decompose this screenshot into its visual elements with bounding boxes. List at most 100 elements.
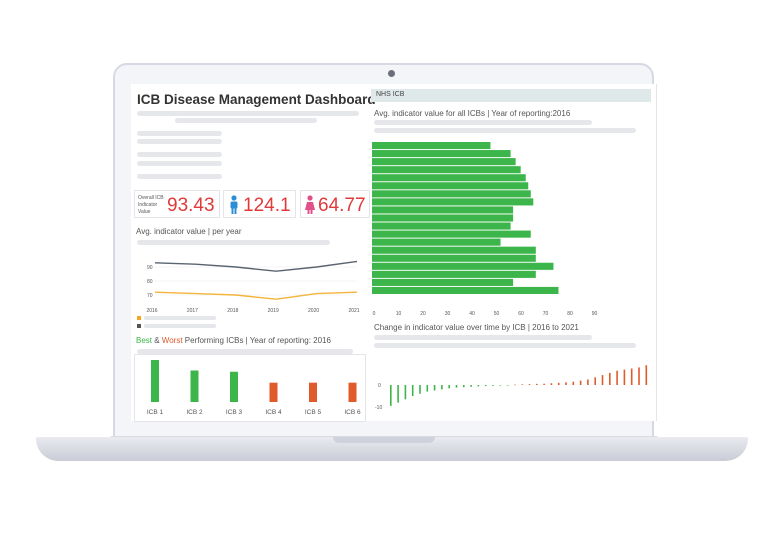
- change-bar: [499, 385, 502, 386]
- icb-hbar: [372, 198, 534, 206]
- x-tick-label: 2016: [146, 308, 157, 314]
- icb-bar: [230, 371, 238, 402]
- change-bar: [419, 385, 421, 394]
- icb-hbar: [372, 286, 559, 294]
- change-bar: [543, 383, 545, 385]
- legend-swatch-gray: [137, 324, 141, 328]
- x-tick-label: 40: [469, 311, 475, 317]
- change-bar: [448, 385, 450, 389]
- change-bar: [397, 385, 399, 403]
- placeholder-line: [137, 240, 330, 245]
- change-bar: [623, 369, 626, 385]
- icb-hbar: [372, 246, 536, 254]
- line-chart: 90 80 70 2016 2017 2018 2019 2020 2021: [146, 260, 360, 314]
- y-tick-label: -10: [375, 405, 382, 411]
- kpi-overall-value: 93.43: [167, 195, 215, 216]
- series-line: [154, 291, 358, 300]
- kpi-card-female[interactable]: 64.77: [300, 190, 370, 218]
- change-bar-chart: 0 -10: [375, 365, 648, 411]
- bar-chart-title: Avg. indicator value for all ICBs | Year…: [374, 109, 571, 118]
- icb-label: ICB 4: [265, 409, 282, 416]
- best-word: Best: [136, 336, 153, 345]
- page-title: ICB Disease Management Dashboard: [137, 92, 376, 107]
- icb-bar: [348, 382, 357, 402]
- placeholder-line: [137, 349, 353, 354]
- icb-label: ICB 3: [226, 409, 243, 416]
- y-tick-label: 80: [147, 279, 153, 285]
- icb-hbar: [372, 262, 554, 270]
- placeholder-line: [374, 335, 592, 340]
- x-tick-label: 0: [373, 311, 376, 317]
- kpi-label: Overall ICB Indicator Value: [138, 195, 164, 215]
- x-tick-label: 30: [445, 311, 451, 317]
- icb-bar: [151, 360, 159, 402]
- placeholder-line: [137, 111, 359, 116]
- x-tick-label: 10: [396, 311, 402, 317]
- placeholder-line: [374, 128, 636, 133]
- change-bar: [536, 383, 538, 385]
- change-bar: [441, 385, 443, 390]
- y-tick-label: 90: [147, 265, 153, 271]
- x-tick-label: 20: [420, 311, 426, 317]
- change-bar: [470, 385, 472, 387]
- x-tick-label: 80: [567, 311, 573, 317]
- icb-hbar: [372, 158, 516, 166]
- change-bar: [638, 367, 640, 385]
- icb-bar: [190, 370, 199, 402]
- legend-swatch-orange: [137, 316, 141, 320]
- kpi-card-overall[interactable]: Overall ICB Indicator Value 93.43: [134, 190, 220, 218]
- change-bar: [390, 385, 392, 406]
- change-bar: [572, 381, 575, 385]
- change-bar: [433, 385, 436, 391]
- change-bar: [404, 385, 407, 400]
- male-icon: [230, 195, 238, 214]
- change-bar: [521, 384, 523, 385]
- placeholder-line: [137, 152, 222, 157]
- kpi-male-value: 124.1: [243, 195, 291, 216]
- icb-hbar: [372, 182, 529, 190]
- change-bar: [514, 384, 516, 386]
- change-bar: [455, 385, 458, 388]
- change-bar: [506, 385, 509, 386]
- laptop-notch: [333, 437, 435, 443]
- x-tick-label: 50: [494, 311, 500, 317]
- best-worst-title: Best & Worst Performing ICBs | Year of r…: [136, 336, 331, 345]
- icb-bar: [269, 382, 278, 402]
- change-bar: [492, 385, 494, 386]
- change-bar: [426, 385, 429, 392]
- change-bar: [528, 384, 531, 385]
- y-tick-label: 0: [378, 383, 381, 389]
- change-bar: [587, 379, 589, 385]
- change-bar: [594, 377, 596, 385]
- placeholder-line: [374, 120, 592, 125]
- best-worst-chart: ICB 1 ICB 2 ICB 3 ICB 4 ICB 5 ICB 6: [147, 360, 361, 416]
- female-icon: [305, 195, 315, 214]
- amp-text: &: [152, 336, 162, 345]
- change-bar: [565, 382, 567, 385]
- change-bar: [609, 372, 611, 385]
- camera-icon: [388, 70, 395, 77]
- x-tick-label: 2017: [187, 308, 198, 314]
- x-tick-label: 2021: [348, 308, 359, 314]
- icb-hbar: [372, 214, 514, 222]
- icb-hbar: [372, 142, 491, 150]
- icb-horizontal-bar-chart: 0 10 20 30 40 50 60 70 80 90: [372, 142, 597, 317]
- nhs-icb-label: NHS ICB: [376, 91, 405, 98]
- icb-hbar: [372, 150, 511, 158]
- line-chart-title: Avg. indicator value | per year: [136, 227, 242, 236]
- series-line: [154, 260, 358, 272]
- change-chart-title: Change in indicator value over time by I…: [374, 323, 579, 332]
- icb-bar: [309, 382, 317, 402]
- legend-placeholder: [144, 316, 216, 320]
- icb-label: ICB 1: [147, 409, 164, 416]
- legend-placeholder: [144, 324, 216, 328]
- placeholder-line: [137, 139, 222, 144]
- icb-hbar: [372, 230, 531, 238]
- best-worst-chart-panel: [134, 354, 366, 422]
- kpi-card-male[interactable]: 124.1: [223, 190, 296, 218]
- icb-label: ICB 2: [186, 409, 203, 416]
- nhs-icb-header[interactable]: NHS ICB: [371, 89, 651, 102]
- placeholder-line: [175, 118, 317, 123]
- change-bar: [463, 385, 465, 388]
- x-tick-label: 60: [518, 311, 524, 317]
